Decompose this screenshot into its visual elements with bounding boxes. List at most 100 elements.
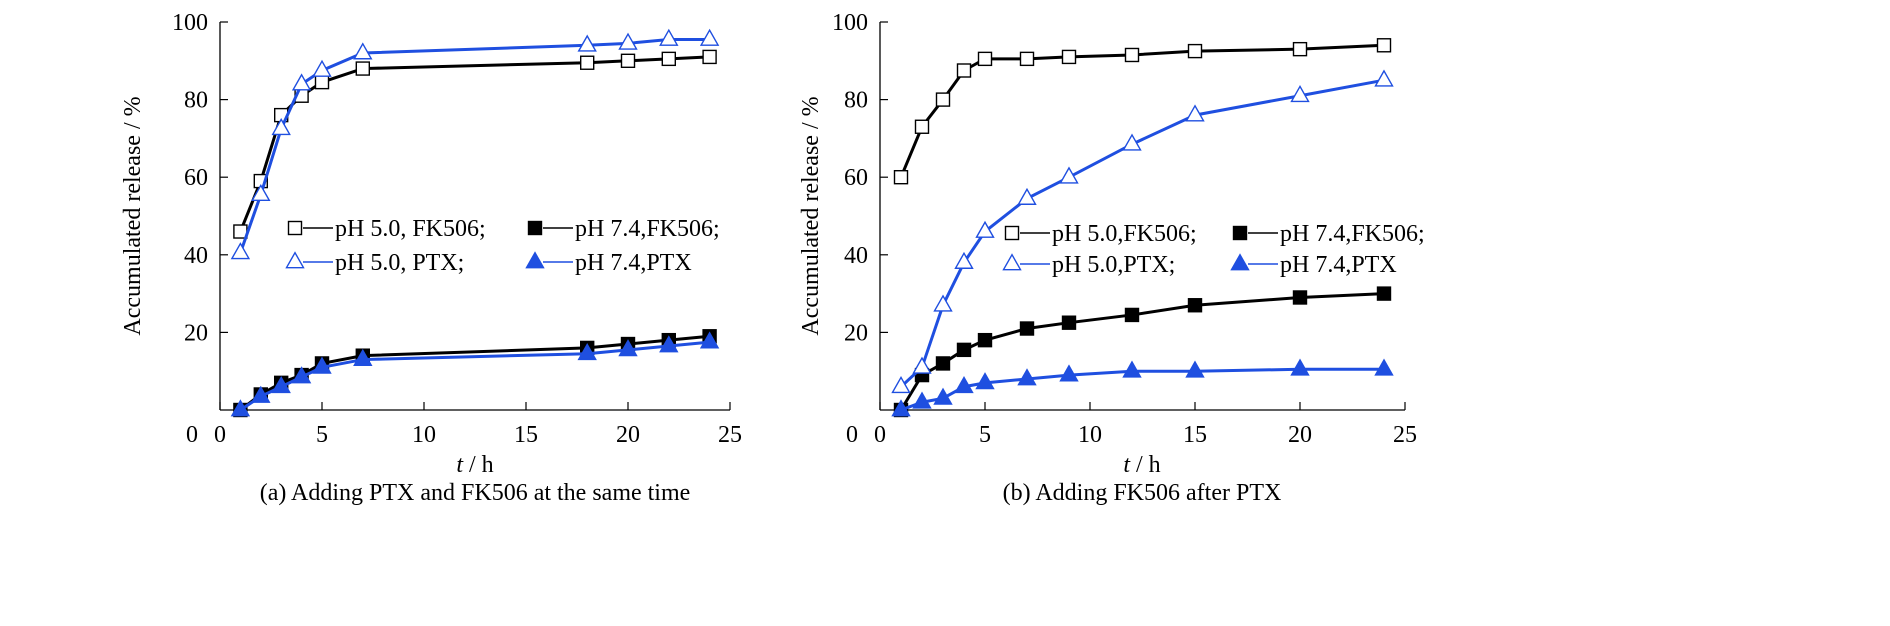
series-square-open <box>233 49 717 239</box>
marker-square <box>1124 47 1140 63</box>
legend: pH 5.0,FK506; pH 7.4,FK506; pH 5.0,PTX; pH … <box>1002 221 1425 278</box>
series-line <box>239 55 710 233</box>
x-tick-label: 25 <box>1393 422 1417 448</box>
y-tick-label: 20 <box>844 320 868 346</box>
marker-triangle <box>285 251 305 269</box>
legend-label: pH 5.0, PTX; <box>335 250 464 276</box>
marker-triangle <box>312 59 332 77</box>
series-line <box>900 367 1384 412</box>
y-axis-label: Accumulated release / % <box>120 96 146 335</box>
legend-item: pH 7.4,FK506; <box>527 216 720 242</box>
marker-triangle <box>1374 358 1394 376</box>
marker-square <box>355 61 370 76</box>
marker-triangle <box>975 220 995 238</box>
x-tick-label: 15 <box>1183 422 1207 448</box>
marker-square <box>1187 298 1203 313</box>
marker-square <box>620 53 636 68</box>
legend-item: pH 5.0,FK506; <box>1004 221 1197 247</box>
legend-label: pH 5.0,FK506; <box>1052 221 1197 247</box>
marker-square <box>956 342 972 358</box>
marker-triangle <box>312 356 332 374</box>
series-line <box>239 334 710 412</box>
marker-triangle <box>933 387 953 405</box>
marker-triangle <box>975 372 995 390</box>
marker-square <box>1019 51 1035 67</box>
y-tick-label: 80 <box>844 88 868 114</box>
marker-square <box>977 332 993 348</box>
chart-panel-b: 0 5 10 15 20 25 0 20 40 60 80 100 Accumulated releas… <box>798 10 1425 506</box>
legend-item: pH 7.4,FK506; <box>1232 221 1425 247</box>
marker-square <box>1232 225 1248 241</box>
marker-triangle <box>353 348 373 366</box>
marker-triangle <box>577 34 597 52</box>
marker-triangle <box>659 335 679 353</box>
series-line <box>239 340 710 412</box>
x-tick-label: 5 <box>979 422 991 448</box>
series-square-filled <box>893 286 1392 418</box>
marker-triangle <box>271 376 291 394</box>
y-tick-label: 100 <box>832 10 868 36</box>
legend-item: pH 5.0,PTX; <box>1002 252 1175 278</box>
y-tick-label: 40 <box>844 243 868 269</box>
series-line <box>899 43 1385 178</box>
legend: pH 5.0, FK506; pH 7.4,FK506; pH 5.0, PTX; p… <box>285 216 720 276</box>
legend-item: pH 7.4,PTX <box>1230 252 1397 278</box>
marker-triangle <box>525 251 545 269</box>
marker-triangle <box>618 32 638 50</box>
marker-triangle <box>1059 364 1079 382</box>
y-tick-label: 20 <box>184 320 208 346</box>
marker-square <box>1187 43 1203 59</box>
legend-label: pH 5.0, FK506; <box>335 216 486 242</box>
marker-triangle <box>954 376 974 394</box>
marker-triangle <box>1290 358 1310 376</box>
marker-square <box>914 119 930 134</box>
marker-triangle <box>1017 368 1037 386</box>
y-tick-label: 60 <box>184 165 208 191</box>
marker-square <box>893 169 909 185</box>
marker-square <box>702 49 717 65</box>
marker-triangle <box>1002 253 1022 271</box>
legend-label: pH 7.4,PTX <box>575 250 692 276</box>
legend-item: pH 7.4,PTX <box>525 250 692 276</box>
marker-triangle <box>659 28 679 46</box>
marker-triangle <box>1230 253 1250 271</box>
series-triangle-filled <box>891 358 1394 417</box>
marker-triangle <box>1059 166 1079 184</box>
marker-triangle <box>230 399 251 417</box>
x-tick-label: 0 <box>874 422 886 448</box>
x-tick-label: 20 <box>1288 422 1312 448</box>
y-tick-label: 40 <box>184 243 208 269</box>
y-tick-label: 60 <box>844 165 868 191</box>
legend-item: pH 5.0, FK506; <box>287 216 486 242</box>
marker-square <box>1061 315 1077 330</box>
marker-square <box>1292 290 1308 305</box>
legend-item: pH 5.0, PTX; <box>285 250 464 276</box>
marker-triangle <box>1122 360 1142 378</box>
marker-square <box>1376 286 1392 301</box>
marker-square <box>580 55 595 70</box>
marker-triangle <box>291 73 312 91</box>
marker-square <box>977 51 993 67</box>
chart-panel-a: 0 5 10 15 20 25 0 20 40 60 80 100 Accumulated releas… <box>120 10 742 506</box>
marker-triangle <box>912 391 932 409</box>
y-tick-label: 0 <box>846 422 858 448</box>
marker-triangle <box>251 385 271 403</box>
marker-square <box>1292 41 1308 57</box>
series-square-filled <box>233 329 717 418</box>
marker-triangle <box>230 242 251 260</box>
marker-square <box>527 220 543 236</box>
x-tick-label: 10 <box>412 422 436 448</box>
marker-triangle <box>251 183 271 202</box>
marker-triangle <box>577 343 597 361</box>
y-tick-label: 0 <box>186 422 198 448</box>
marker-triangle <box>1290 85 1310 103</box>
marker-square <box>935 356 951 371</box>
chart-caption: (a) Adding PTX and FK506 at the same tim… <box>260 480 691 506</box>
marker-triangle <box>912 356 932 374</box>
series-line <box>899 292 1385 411</box>
marker-triangle <box>1185 360 1205 378</box>
x-tick-label: 5 <box>316 422 328 448</box>
marker-triangle <box>1185 104 1205 122</box>
chart-caption: (b) Adding FK506 after PTX <box>1003 480 1282 506</box>
